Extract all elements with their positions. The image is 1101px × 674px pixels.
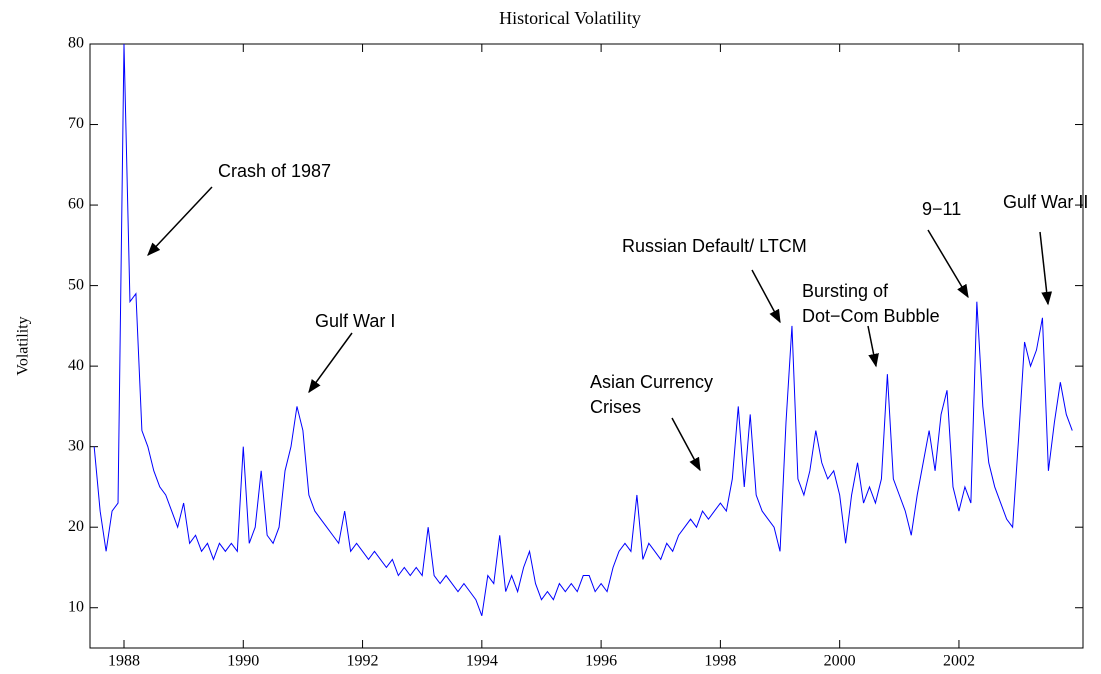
annotation-arrow (308, 332, 353, 394)
annotation-text: Russian Default/ LTCM (622, 236, 807, 256)
annotation-text: Crash of 1987 (218, 161, 331, 181)
plot-area (93, 44, 1073, 616)
x-tick-label: 1990 (227, 653, 259, 670)
annotation-text: Gulf War I (315, 311, 395, 331)
annotation-arrow (751, 269, 781, 324)
annotation-text: Asian Currency (590, 372, 713, 392)
x-tick-label: 1998 (704, 653, 736, 670)
annotation-arrow (927, 229, 969, 299)
annotation-arrow (147, 186, 213, 256)
volatility-line (93, 44, 1073, 616)
y-tick-label: 30 (68, 437, 84, 454)
y-axis-label: Volatility (15, 316, 32, 375)
y-tick-label: 60 (68, 196, 84, 213)
annotation-text: Bursting of (802, 281, 889, 301)
y-tick-label: 80 (68, 35, 84, 52)
annotation-text: 9−11 (922, 199, 961, 219)
annotation-text: Dot−Com Bubble (802, 306, 940, 326)
annotation-text: Gulf War II (1003, 192, 1088, 212)
x-tick-label: 1992 (347, 653, 379, 670)
annotation-arrow (867, 325, 879, 368)
y-tick-label: 20 (68, 518, 84, 535)
plot-frame (89, 43, 1084, 649)
annotation-text: Crises (590, 397, 641, 417)
annotation-arrow (1039, 231, 1053, 306)
annotation-arrow (671, 417, 701, 472)
x-tick-label: 2000 (824, 653, 856, 670)
y-tick-label: 40 (68, 357, 84, 374)
y-tick-label: 50 (68, 276, 84, 293)
y-tick-label: 70 (68, 115, 84, 132)
y-tick-label: 10 (68, 598, 84, 615)
x-tick-label: 1994 (466, 653, 498, 670)
x-tick-label: 2002 (943, 653, 975, 670)
x-tick-label: 1988 (108, 653, 140, 670)
x-tick-label: 1996 (585, 653, 617, 670)
chart-title: Historical Volatility (499, 8, 641, 28)
